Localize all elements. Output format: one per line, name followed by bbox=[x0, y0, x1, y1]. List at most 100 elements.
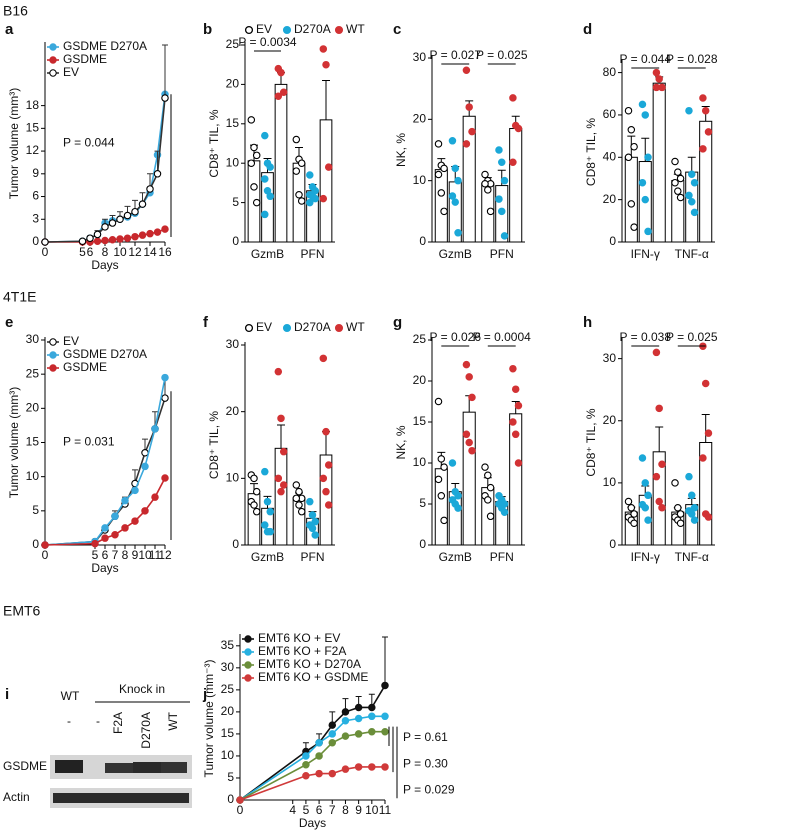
marker bbox=[704, 513, 713, 521]
marker bbox=[308, 511, 317, 519]
marker bbox=[292, 135, 301, 144]
y-axis-title: CD8⁺ TIL, % bbox=[584, 118, 598, 186]
marker bbox=[652, 348, 661, 357]
marker bbox=[462, 66, 471, 75]
legend-marker bbox=[334, 323, 344, 333]
marker bbox=[658, 503, 666, 512]
marker bbox=[108, 235, 117, 244]
marker bbox=[306, 497, 314, 506]
band bbox=[133, 762, 161, 773]
y-tick-label: 10 bbox=[26, 469, 40, 483]
legend-marker bbox=[244, 323, 254, 333]
marker bbox=[497, 207, 506, 216]
marker bbox=[671, 479, 679, 487]
marker bbox=[86, 234, 94, 242]
y-tick-label: 35 bbox=[221, 638, 235, 652]
marker bbox=[500, 232, 509, 240]
x-tick-label: 7 bbox=[112, 548, 119, 562]
lane-label: D270A bbox=[139, 712, 153, 749]
annotation: P = 0.044 bbox=[63, 136, 115, 150]
error-bar bbox=[277, 424, 285, 449]
marker bbox=[652, 68, 661, 77]
legend-marker bbox=[49, 338, 57, 346]
bar bbox=[261, 172, 274, 243]
x-tick-label: 6 bbox=[102, 548, 109, 562]
marker bbox=[247, 116, 256, 124]
marker bbox=[641, 503, 649, 512]
marker bbox=[277, 68, 285, 77]
marker bbox=[448, 459, 457, 467]
panel-label: c bbox=[393, 21, 401, 38]
x-tick-label: 6 bbox=[316, 803, 323, 817]
legend-marker bbox=[334, 25, 344, 35]
marker bbox=[131, 517, 139, 525]
legend-marker bbox=[49, 69, 57, 77]
marker bbox=[354, 703, 363, 712]
bar bbox=[699, 120, 713, 243]
marker bbox=[121, 524, 129, 532]
marker bbox=[131, 207, 139, 216]
y-tick-label: 20 bbox=[26, 401, 40, 415]
marker bbox=[324, 501, 333, 509]
marker bbox=[123, 234, 132, 242]
error-bar bbox=[655, 426, 664, 452]
legend-marker bbox=[49, 351, 57, 359]
marker bbox=[308, 524, 317, 533]
y-axis-title: NK, % bbox=[394, 133, 408, 167]
marker bbox=[627, 200, 636, 208]
y-tick-label: 20 bbox=[603, 413, 617, 427]
marker bbox=[627, 503, 636, 512]
marker bbox=[624, 106, 633, 115]
marker bbox=[354, 714, 363, 723]
legend-label: GSDME bbox=[63, 52, 107, 66]
marker bbox=[101, 534, 109, 542]
y-tick-label: 15 bbox=[26, 435, 40, 449]
y-tick-label: 80 bbox=[603, 65, 617, 79]
y-tick-label: 5 bbox=[227, 770, 234, 784]
error-bar bbox=[382, 636, 388, 686]
y-tick-label: 30 bbox=[603, 351, 617, 365]
marker bbox=[674, 168, 682, 176]
panel-label: d bbox=[583, 21, 592, 38]
bar bbox=[274, 447, 288, 546]
marker bbox=[250, 501, 258, 509]
legend-label: EMT6 KO + F2A bbox=[258, 644, 346, 658]
marker bbox=[676, 174, 685, 183]
y-axis-title: Tumor volume (mm⁻³) bbox=[202, 660, 216, 778]
marker bbox=[627, 126, 636, 134]
legend-marker bbox=[49, 364, 57, 372]
error-bar bbox=[687, 156, 696, 173]
y-tick-label: 10 bbox=[413, 173, 427, 187]
marker bbox=[671, 157, 679, 166]
marker bbox=[311, 531, 319, 539]
legend-marker bbox=[282, 25, 292, 35]
legend-label: EV bbox=[63, 65, 79, 79]
marker bbox=[161, 225, 169, 233]
marker bbox=[674, 187, 682, 195]
annotation: P = 0.61 bbox=[403, 730, 448, 744]
marker bbox=[78, 237, 87, 245]
marker bbox=[687, 170, 696, 178]
x-axis-title: Days bbox=[91, 561, 118, 575]
marker bbox=[630, 510, 638, 518]
legend-marker bbox=[49, 56, 57, 64]
marker bbox=[252, 151, 261, 160]
y-axis-title: Tumor volume (mm³) bbox=[7, 88, 21, 200]
marker bbox=[306, 171, 314, 179]
y-tick-label: 30 bbox=[226, 337, 240, 351]
marker bbox=[500, 508, 509, 516]
marker bbox=[279, 447, 288, 456]
marker bbox=[41, 238, 49, 246]
marker bbox=[701, 379, 710, 388]
marker bbox=[108, 219, 117, 227]
marker bbox=[468, 446, 476, 455]
marker bbox=[292, 481, 301, 489]
marker bbox=[252, 507, 261, 516]
x-tick-label: 9 bbox=[355, 803, 362, 817]
marker bbox=[465, 438, 473, 447]
marker bbox=[630, 142, 638, 151]
y-tick-label: 0 bbox=[232, 537, 239, 551]
y-tick-label: 15 bbox=[221, 726, 235, 740]
marker bbox=[495, 146, 503, 154]
marker bbox=[511, 385, 520, 393]
